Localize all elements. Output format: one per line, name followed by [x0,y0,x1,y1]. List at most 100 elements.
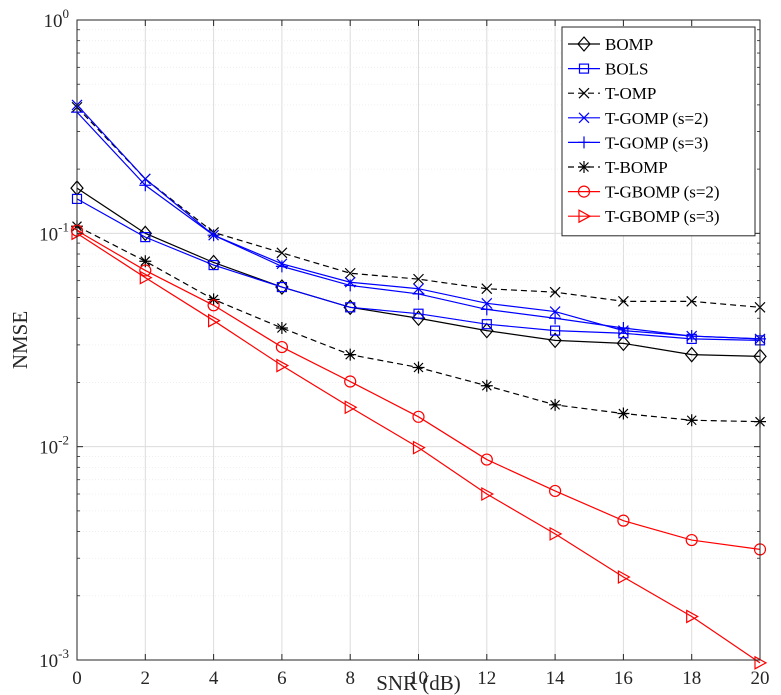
data-point [481,283,493,295]
data-point [549,398,562,411]
series-line [76,106,761,308]
legend-entry: BOMP [568,35,653,54]
legend-marker [578,112,590,124]
data-point [344,279,357,292]
data-point [138,225,153,242]
data-point [139,255,152,268]
data-point [412,361,425,374]
data-point [548,332,562,349]
data-point [207,299,220,312]
legend-marker [577,36,591,52]
x-axis-label: SNR (dB) [376,671,461,695]
data-point [344,348,357,361]
data-point [276,247,288,259]
x-tick-label: 2 [141,668,151,689]
data-point [481,297,493,309]
data-point [684,346,699,363]
data-point [139,270,153,285]
y-tick-label: 10-2 [39,433,69,459]
legend-marker [578,161,590,173]
data-point [276,281,287,293]
data-point [276,358,290,373]
x-tick-label: 12 [477,668,496,689]
series-line [76,232,761,664]
series-line [76,198,761,341]
legend-label: T-GOMP (s=3) [605,133,708,152]
data-point [481,486,495,502]
legend-marker [577,185,591,198]
data-point [413,273,424,285]
data-point [275,340,288,354]
y-tick-label: 10-3 [39,646,69,672]
legend-marker [578,63,590,74]
data-point [139,179,152,192]
data-point [616,335,631,352]
data-point [549,312,562,325]
x-tick-label: 4 [209,668,219,689]
data-point [549,325,561,336]
data-point [412,410,425,423]
legend-entry: T-GOMP (s=3) [568,133,708,152]
legend-label: T-GBOMP (s=3) [605,207,720,226]
data-point [686,295,698,307]
data-point [617,321,630,334]
data-point [480,379,493,392]
x-tick-label: 10 [409,668,428,689]
legend-entry: T-GBOMP (s=3) [568,207,720,226]
data-point [548,484,562,498]
legend: BOMP BOLS T-OMP T-GOMP (s=2) T-GOMP (s=3) T-B… [561,26,756,237]
x-tick-label: 20 [751,668,770,689]
data-point [617,295,629,307]
x-tick-label: 18 [682,668,701,689]
series-layer [70,99,768,670]
legend-box [561,26,756,237]
data-point [344,400,358,415]
data-point [685,330,698,343]
data-point [344,375,357,388]
data-point [480,303,493,316]
legend-label: BOLS [605,60,648,79]
x-tick-label: 14 [546,668,566,689]
legend-entry: BOLS [568,60,648,79]
data-point [139,264,152,277]
legend-entry: T-GBOMP (s=2) [568,183,720,202]
x-tick-label: 0 [72,668,82,689]
data-point [412,440,426,455]
data-point [549,286,561,298]
y-axis-label: NMSE [8,311,32,369]
legend-label: T-GOMP (s=2) [605,109,708,128]
series-t-gbomp-s-3 [71,226,768,670]
data-point [140,232,151,243]
legend-marker [578,87,590,99]
legend-label: T-GBOMP (s=2) [605,183,720,202]
data-point [617,514,630,527]
data-point [275,321,288,334]
y-tick-label: 100 [44,6,70,32]
data-point [275,260,288,273]
x-tick-label: 16 [614,668,633,689]
data-point [617,407,630,420]
legend-marker [578,136,590,149]
data-point [685,533,698,547]
axis-ticks: 0 2 4 6 8 10 12 14 16 18 20 100 10-1 10-2 10-3 [39,6,769,689]
data-point [345,302,356,313]
data-point [686,609,699,624]
data-point [481,319,492,330]
data-point [208,313,221,328]
data-point [685,414,698,427]
data-point [549,526,563,541]
legend-marker [578,209,592,224]
data-point [344,267,356,279]
series-t-gbomp-s-2 [70,224,767,556]
x-tick-label: 8 [345,668,355,689]
legend-entry: T-OMP [568,84,656,103]
data-point [413,308,424,319]
data-point [412,287,425,300]
y-tick-label: 10-1 [39,219,69,245]
legend-entry: T-BOMP [568,158,668,177]
data-point [617,569,631,584]
x-tick-label: 6 [277,668,287,689]
series-line [76,230,761,550]
legend-label: T-OMP [605,84,656,103]
